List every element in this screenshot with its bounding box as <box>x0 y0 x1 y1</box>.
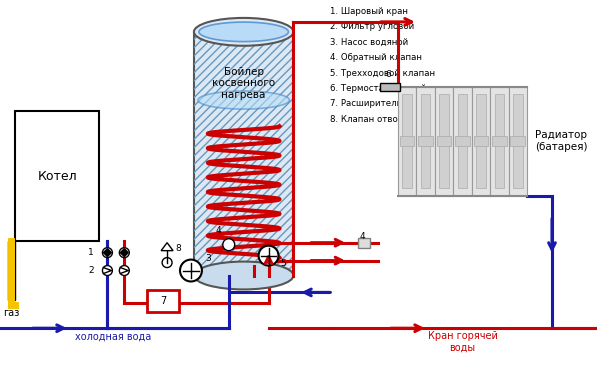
Text: 4. Обратный клапан: 4. Обратный клапан <box>330 53 422 62</box>
Circle shape <box>103 266 112 276</box>
Text: 5: 5 <box>280 259 286 268</box>
Bar <box>8 241 15 301</box>
Bar <box>437 136 451 146</box>
Text: газ: газ <box>3 308 20 318</box>
Text: 8. Клапан отвода воздуха: 8. Клапан отвода воздуха <box>330 115 449 124</box>
Ellipse shape <box>198 91 289 109</box>
Text: 6. Термостатический вентиль: 6. Термостатический вентиль <box>330 84 467 93</box>
Circle shape <box>119 248 129 257</box>
Bar <box>509 86 527 196</box>
Text: Котел: Котел <box>37 170 77 183</box>
Text: 6: 6 <box>385 70 391 79</box>
Polygon shape <box>121 249 128 257</box>
Ellipse shape <box>199 22 289 42</box>
Bar <box>358 238 370 248</box>
Text: 3. Насос водяной: 3. Насос водяной <box>330 38 409 47</box>
Bar <box>490 86 509 196</box>
Text: 1. Шаровый кран: 1. Шаровый кран <box>330 7 408 16</box>
Bar <box>513 95 523 188</box>
Bar <box>458 95 467 188</box>
Bar <box>453 86 472 196</box>
Circle shape <box>103 248 112 257</box>
Bar <box>439 95 449 188</box>
Text: 1: 1 <box>88 248 94 257</box>
Polygon shape <box>103 249 112 257</box>
Bar <box>421 95 430 188</box>
Circle shape <box>259 246 278 266</box>
Text: 4: 4 <box>216 226 221 235</box>
Text: 2. Фильтр угловой: 2. Фильтр угловой <box>330 22 415 32</box>
Text: Радиатор
(батарея): Радиатор (батарея) <box>535 131 587 152</box>
Bar <box>194 32 293 276</box>
Bar <box>147 290 179 312</box>
Text: 7: 7 <box>160 296 166 306</box>
Bar <box>472 86 490 196</box>
Circle shape <box>119 266 129 276</box>
Bar <box>398 86 416 196</box>
Text: холодная вода: холодная вода <box>74 331 151 341</box>
Bar <box>403 95 412 188</box>
Circle shape <box>223 239 235 251</box>
Bar <box>476 95 485 188</box>
Bar <box>473 136 488 146</box>
Circle shape <box>180 260 202 282</box>
Bar <box>495 95 504 188</box>
Polygon shape <box>161 243 173 251</box>
Text: 5. Трехходовой клапан: 5. Трехходовой клапан <box>330 69 436 78</box>
Bar <box>492 136 507 146</box>
Bar <box>380 83 400 91</box>
Text: 4: 4 <box>360 232 365 241</box>
Text: 8: 8 <box>175 244 181 253</box>
Text: 3: 3 <box>205 254 211 263</box>
Bar <box>418 136 433 146</box>
Bar <box>194 32 293 276</box>
Ellipse shape <box>194 18 293 46</box>
Text: 7. Расширительный бак: 7. Расширительный бак <box>330 99 439 108</box>
Text: 2: 2 <box>88 266 94 275</box>
Circle shape <box>162 257 172 267</box>
Bar <box>435 86 453 196</box>
Bar <box>416 86 435 196</box>
Bar <box>400 136 415 146</box>
Bar <box>15 111 100 241</box>
Ellipse shape <box>194 262 293 289</box>
Bar <box>511 136 525 146</box>
Text: Кран горячей
воды: Кран горячей воды <box>428 331 497 353</box>
Bar <box>455 136 470 146</box>
Text: Бойлер
косвенного
нагрева: Бойлер косвенного нагрева <box>212 67 275 100</box>
